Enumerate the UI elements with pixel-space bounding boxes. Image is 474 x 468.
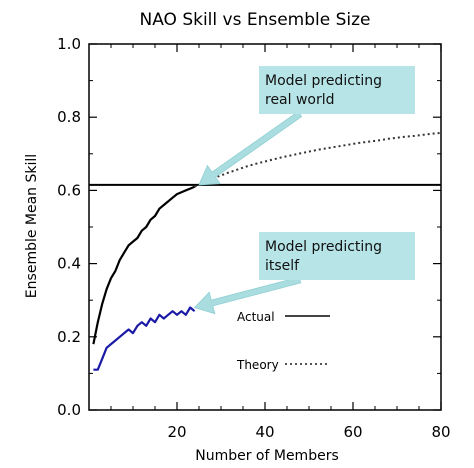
y-tick-label-3: 0.6	[57, 181, 81, 199]
plot-area: 0.0 0.2 0.4 0.6 0.8 1.0 20 40 60 80	[57, 35, 450, 441]
legend-label-actual: Actual	[237, 310, 275, 324]
y-tick-label-4: 0.8	[57, 108, 81, 126]
y-tick-label-5: 1.0	[57, 35, 81, 53]
y-tick-label-1: 0.2	[57, 328, 81, 346]
callout-itself-box	[259, 232, 415, 280]
x-tick-label-1: 40	[255, 423, 274, 441]
chart-title: NAO Skill vs Ensemble Size	[139, 10, 370, 30]
series-line-0	[92, 185, 196, 345]
y-tick-label-2: 0.4	[57, 255, 81, 273]
callout-itself-line-1: Model predicting	[265, 239, 382, 255]
x-tick-label-3: 80	[431, 423, 450, 441]
y-axis-label: Ensemble Mean Skill	[24, 154, 40, 298]
x-tick-label-0: 20	[167, 423, 186, 441]
legend: Actual Theory	[236, 310, 330, 372]
callout-real-world: Model predicting real world	[259, 66, 415, 114]
series-line-1	[93, 306, 196, 371]
callout-real-world-line-1: Model predicting	[265, 73, 382, 89]
callout-arrow-0	[198, 110, 303, 186]
legend-label-theory: Theory	[236, 358, 279, 372]
y-tick-label-0: 0.0	[57, 401, 81, 419]
x-axis-label: Number of Members	[195, 448, 339, 464]
x-tick-label-2: 60	[343, 423, 362, 441]
callout-itself: Model predicting itself	[259, 232, 415, 280]
callout-real-world-box	[259, 66, 415, 114]
callout-itself-line-2: itself	[265, 258, 300, 274]
callout-real-world-line-2: real world	[265, 92, 335, 108]
callout-arrow-1	[193, 276, 302, 315]
